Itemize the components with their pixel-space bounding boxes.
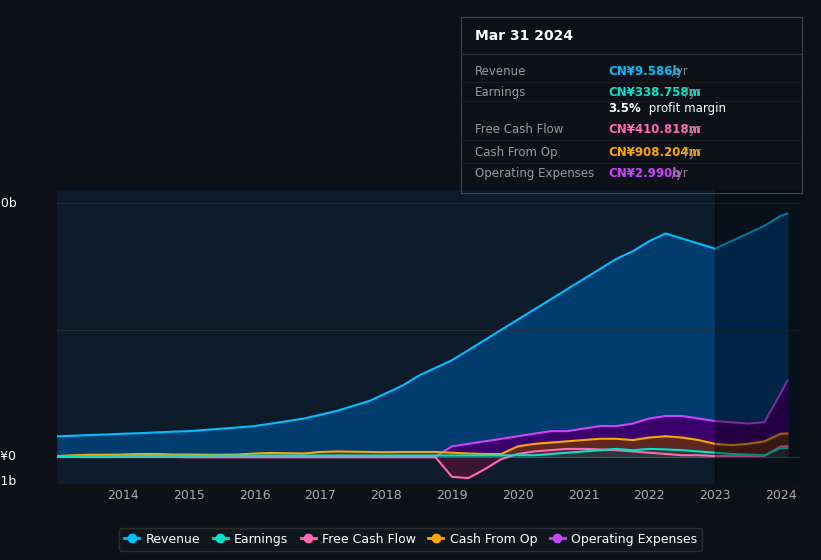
Legend: Revenue, Earnings, Free Cash Flow, Cash From Op, Operating Expenses: Revenue, Earnings, Free Cash Flow, Cash … [119, 528, 702, 551]
Text: Operating Expenses: Operating Expenses [475, 167, 594, 180]
Bar [715, 190, 800, 484]
Text: Earnings: Earnings [475, 86, 526, 99]
Text: /yr: /yr [681, 86, 700, 99]
Text: Mar 31 2024: Mar 31 2024 [475, 29, 573, 43]
Text: /yr: /yr [667, 65, 688, 78]
Text: Free Cash Flow: Free Cash Flow [475, 123, 563, 136]
Text: CN¥338.758m: CN¥338.758m [608, 86, 700, 99]
Text: -CN¥1b: -CN¥1b [0, 475, 16, 488]
Text: profit margin: profit margin [645, 102, 727, 115]
Text: CN¥908.204m: CN¥908.204m [608, 146, 700, 159]
Text: CN¥0: CN¥0 [0, 450, 16, 463]
Text: Revenue: Revenue [475, 65, 526, 78]
Text: CN¥10b: CN¥10b [0, 197, 16, 209]
Text: CN¥9.586b: CN¥9.586b [608, 65, 681, 78]
Text: /yr: /yr [681, 146, 700, 159]
Text: Cash From Op: Cash From Op [475, 146, 557, 159]
Text: CN¥2.990b: CN¥2.990b [608, 167, 681, 180]
Text: CN¥410.818m: CN¥410.818m [608, 123, 700, 136]
Text: /yr: /yr [667, 167, 688, 180]
Text: 3.5%: 3.5% [608, 102, 640, 115]
Text: /yr: /yr [681, 123, 700, 136]
